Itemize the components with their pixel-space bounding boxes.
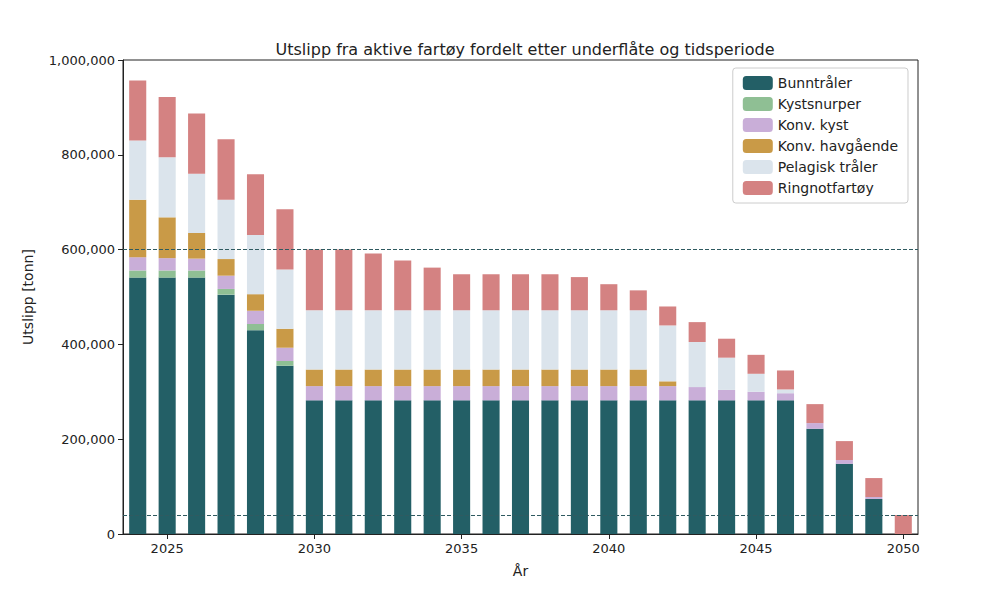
svg-text:Kystsnurper: Kystsnurper: [778, 96, 862, 112]
svg-text:2050: 2050: [887, 541, 920, 556]
svg-text:200,000: 200,000: [61, 432, 115, 447]
svg-text:År: År: [513, 563, 529, 579]
svg-text:0: 0: [107, 527, 115, 542]
svg-text:1,000,000: 1,000,000: [49, 53, 115, 68]
svg-text:Ringnotfartøy: Ringnotfartøy: [778, 180, 874, 196]
svg-text:2025: 2025: [151, 541, 184, 556]
svg-text:2040: 2040: [592, 541, 625, 556]
svg-text:2035: 2035: [445, 541, 478, 556]
svg-text:Konv. havgående: Konv. havgående: [778, 138, 898, 154]
svg-text:Utslipp [tonn]: Utslipp [tonn]: [20, 249, 36, 345]
svg-text:2030: 2030: [298, 541, 331, 556]
svg-text:800,000: 800,000: [61, 147, 115, 162]
svg-text:2045: 2045: [740, 541, 773, 556]
svg-text:600,000: 600,000: [61, 242, 115, 257]
svg-text:Utslipp fra aktive fartøy ford: Utslipp fra aktive fartøy fordelt etter …: [276, 40, 775, 59]
svg-text:Konv. kyst: Konv. kyst: [778, 117, 849, 133]
svg-text:Bunntråler: Bunntråler: [778, 75, 853, 91]
svg-text:Pelagisk tråler: Pelagisk tråler: [778, 159, 878, 175]
svg-text:400,000: 400,000: [61, 337, 115, 352]
